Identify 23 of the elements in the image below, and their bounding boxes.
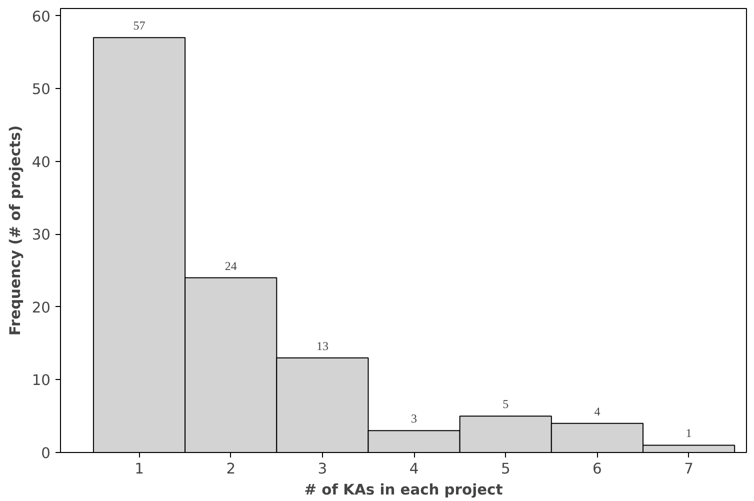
y-tick-label: 30 (32, 226, 51, 244)
y-tick-label: 20 (32, 299, 51, 316)
data-label: 3 (411, 412, 418, 426)
x-axis-title: # of KAs in each project (304, 482, 503, 498)
y-tick-label: 40 (32, 154, 51, 171)
x-tick-label: 7 (684, 460, 694, 478)
x-tick-label: 5 (500, 460, 510, 478)
data-label: 5 (502, 397, 509, 412)
data-label: 1 (686, 426, 692, 440)
x-tick-label: 4 (409, 460, 419, 478)
x-tick-label: 2 (226, 460, 236, 478)
x-tick-label: 6 (592, 460, 602, 478)
data-label: 57 (133, 18, 146, 33)
data-label: 24 (224, 258, 237, 273)
y-axis-title: Frequency (# of projects) (6, 125, 24, 336)
data-label: 13 (316, 338, 328, 353)
data-label: 4 (594, 404, 600, 418)
x-tick-label: 1 (134, 460, 144, 478)
y-tick-label: 0 (41, 445, 51, 462)
y-tick-label: 60 (32, 8, 51, 26)
y-tick-label: 50 (32, 81, 51, 98)
x-tick-label: 3 (318, 460, 328, 478)
y-tick-label: 10 (32, 372, 51, 390)
